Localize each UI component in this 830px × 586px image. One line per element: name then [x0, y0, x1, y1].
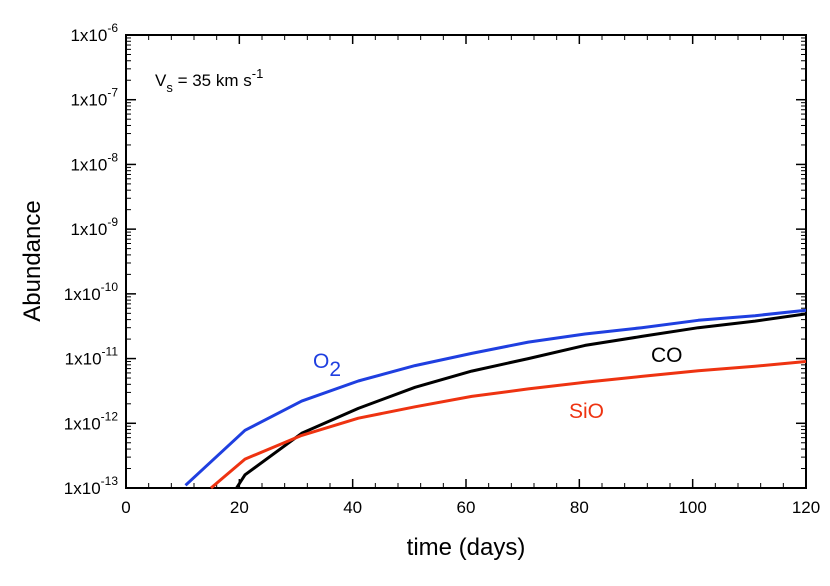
series-line-sio: [210, 360, 807, 490]
x-tick-label: 120: [792, 498, 820, 517]
y-tick-exponent: -10: [101, 280, 119, 294]
series-label-o2: O2: [313, 350, 341, 381]
y-tick-label: 1x10-12: [64, 409, 119, 433]
y-tick-exponent: -7: [107, 86, 118, 100]
y-tick-mantissa: 1x10: [70, 26, 107, 45]
o2-label-main: O: [313, 350, 329, 373]
series-lines: [184, 308, 807, 490]
x-tick-labels: 0 20 40 60 80 100 120: [121, 498, 820, 517]
y-tick-exponent: -11: [102, 345, 119, 359]
y-tick-exponent: -13: [101, 474, 119, 488]
y-tick-label: 1x10-6: [70, 21, 118, 45]
y-tick-label: 1x10-8: [70, 150, 118, 174]
y-tick-labels: 1x10-131x10-121x10-111x10-101x10-91x10-8…: [64, 21, 119, 498]
o2-label-sub: 2: [329, 358, 341, 381]
annotation-sub: s: [166, 80, 173, 95]
y-tick-mantissa: 1x10: [70, 91, 107, 110]
y-tick-exponent: -12: [101, 409, 119, 423]
series-label-co: CO: [651, 344, 683, 367]
annotation-sup: -1: [252, 66, 264, 81]
y-tick-label: 1x10-10: [64, 280, 119, 304]
y-axis-title: Abundance: [19, 200, 46, 321]
annotation-main: V: [155, 71, 167, 90]
series-line-co: [235, 312, 807, 489]
x-tick-label: 100: [678, 498, 706, 517]
y-tick-mantissa: 1x10: [65, 350, 102, 369]
series-line-o2: [184, 308, 807, 487]
y-tick-mantissa: 1x10: [64, 285, 101, 304]
annotation-mid: = 35 km s: [173, 71, 252, 90]
plot-frame: [125, 34, 807, 489]
axis-ticks: [126, 35, 806, 488]
x-tick-label: 20: [230, 498, 249, 517]
x-tick-label: 80: [570, 498, 589, 517]
y-tick-mantissa: 1x10: [70, 220, 107, 239]
y-tick-mantissa: 1x10: [70, 155, 107, 174]
x-tick-label: 0: [121, 498, 130, 517]
y-tick-label: 1x10-7: [70, 86, 118, 110]
series-label-sio: SiO: [569, 400, 604, 423]
y-tick-mantissa: 1x10: [64, 414, 101, 433]
x-axis-title: time (days): [407, 534, 526, 561]
y-tick-label: 1x10-9: [70, 215, 118, 239]
shock-velocity-annotation: Vs = 35 km s-1: [155, 66, 263, 95]
y-tick-exponent: -8: [107, 150, 118, 164]
x-tick-label: 40: [343, 498, 362, 517]
y-tick-exponent: -6: [107, 21, 118, 35]
y-tick-label: 1x10-13: [64, 474, 119, 498]
x-tick-label: 60: [457, 498, 476, 517]
y-tick-mantissa: 1x10: [64, 479, 101, 498]
y-tick-label: 1x10-11: [65, 345, 119, 369]
y-tick-exponent: -9: [107, 215, 118, 229]
